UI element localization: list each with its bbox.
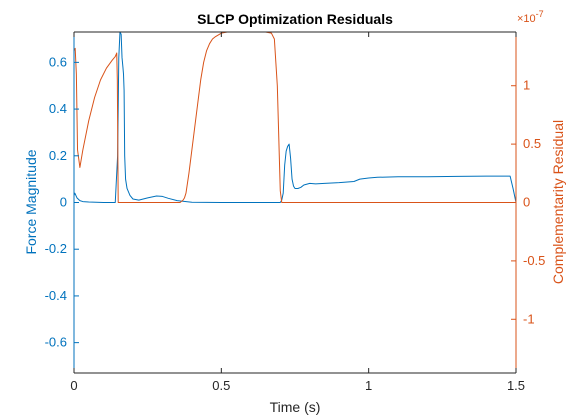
axes-group: 0 0.5 1 1.5 0.6 0.4 0.2 0 -0.2 -0.4 -0.6 1 0.5 0 -0.5 -…	[45, 31, 545, 393]
series-line-force-magnitude	[73, 31, 517, 203]
left-tick-label: 0.2	[49, 148, 67, 163]
left-tick-label: 0.6	[49, 54, 67, 69]
right-tick-label: -0.5	[523, 253, 545, 268]
right-axis-label: Complementarity Residual	[550, 120, 566, 284]
right-tick-label: 0.5	[523, 136, 541, 151]
left-axis-label: Force Magnitude	[23, 149, 39, 254]
x-axis-label: Time (s)	[270, 399, 321, 415]
left-tick-label: -0.4	[45, 288, 67, 303]
right-tick-label: 1	[523, 78, 530, 93]
exponent-power: -7	[536, 9, 544, 19]
right-tick-label: -1	[523, 311, 535, 326]
exponent-base: ×10	[517, 13, 536, 25]
left-tick-label: -0.2	[45, 241, 67, 256]
left-tick-label: 0.4	[49, 101, 67, 116]
x-tick-label: 0	[70, 378, 77, 393]
right-tick-label: 0	[523, 195, 530, 210]
left-tick-label: 0	[60, 195, 67, 210]
x-tick-label: 0.5	[212, 378, 230, 393]
left-tick-label: -0.6	[45, 335, 67, 350]
chart-title: SLCP Optimization Residuals	[197, 11, 393, 27]
x-tick-label: 1	[365, 378, 372, 393]
right-axis-exponent: ×10-7	[517, 9, 544, 25]
x-tick-label: 1.5	[507, 378, 525, 393]
